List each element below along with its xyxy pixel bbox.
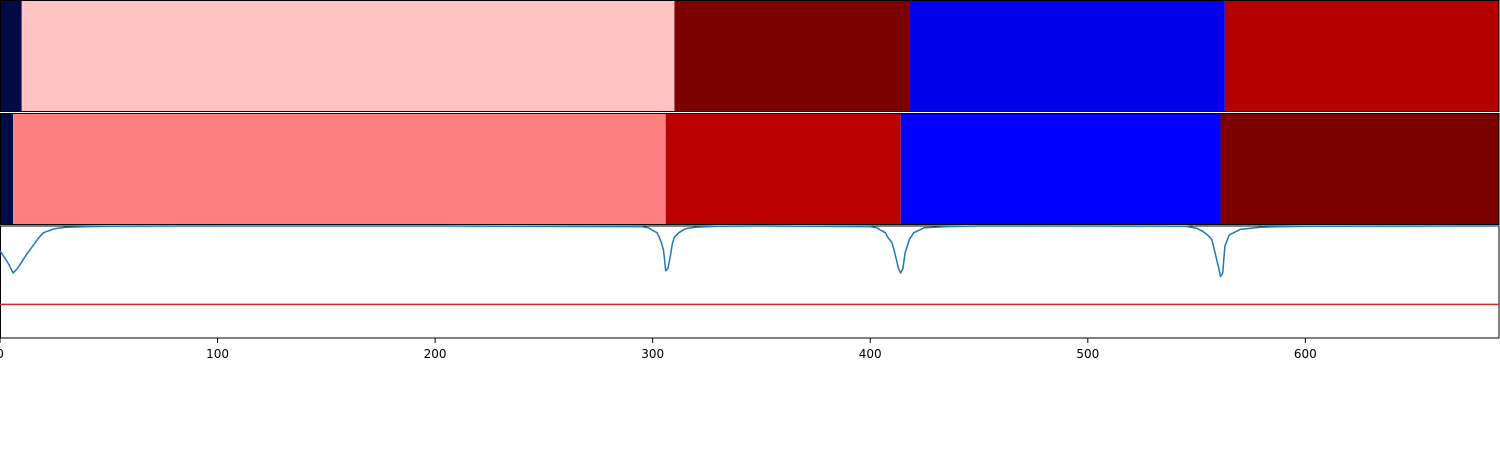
x-tick-label-0: 0 — [0, 347, 4, 361]
segment-2-1 — [0, 113, 14, 225]
distance-series-line — [0, 225, 1500, 278]
segment-bar-bottom — [0, 113, 1500, 225]
segment-bar-frame — [0, 113, 1500, 225]
segment-2-4 — [900, 113, 1221, 225]
x-axis: 0 100 200 300 400 500 600 — [0, 338, 1317, 361]
segment-2-3 — [665, 113, 901, 225]
segment-1-2 — [21, 0, 675, 112]
x-tick-label-200: 200 — [424, 347, 447, 361]
segment-2-2 — [13, 113, 666, 225]
x-tick-label-100: 100 — [206, 347, 229, 361]
x-tick-label-500: 500 — [1076, 347, 1099, 361]
segment-1-3 — [674, 0, 910, 112]
segment-bar-top — [0, 0, 1500, 112]
x-tick-label-600: 600 — [1294, 347, 1317, 361]
segment-1-5 — [1224, 0, 1499, 112]
segment-1-4 — [909, 0, 1225, 112]
x-tick-label-300: 300 — [641, 347, 664, 361]
segment-1-1 — [0, 0, 22, 112]
segment-bar-frame — [0, 0, 1500, 112]
distance-line-panel — [0, 225, 1500, 339]
segment-2-5 — [1220, 113, 1499, 225]
line-panel-frame — [0, 225, 1500, 339]
x-tick-label-400: 400 — [859, 347, 882, 361]
